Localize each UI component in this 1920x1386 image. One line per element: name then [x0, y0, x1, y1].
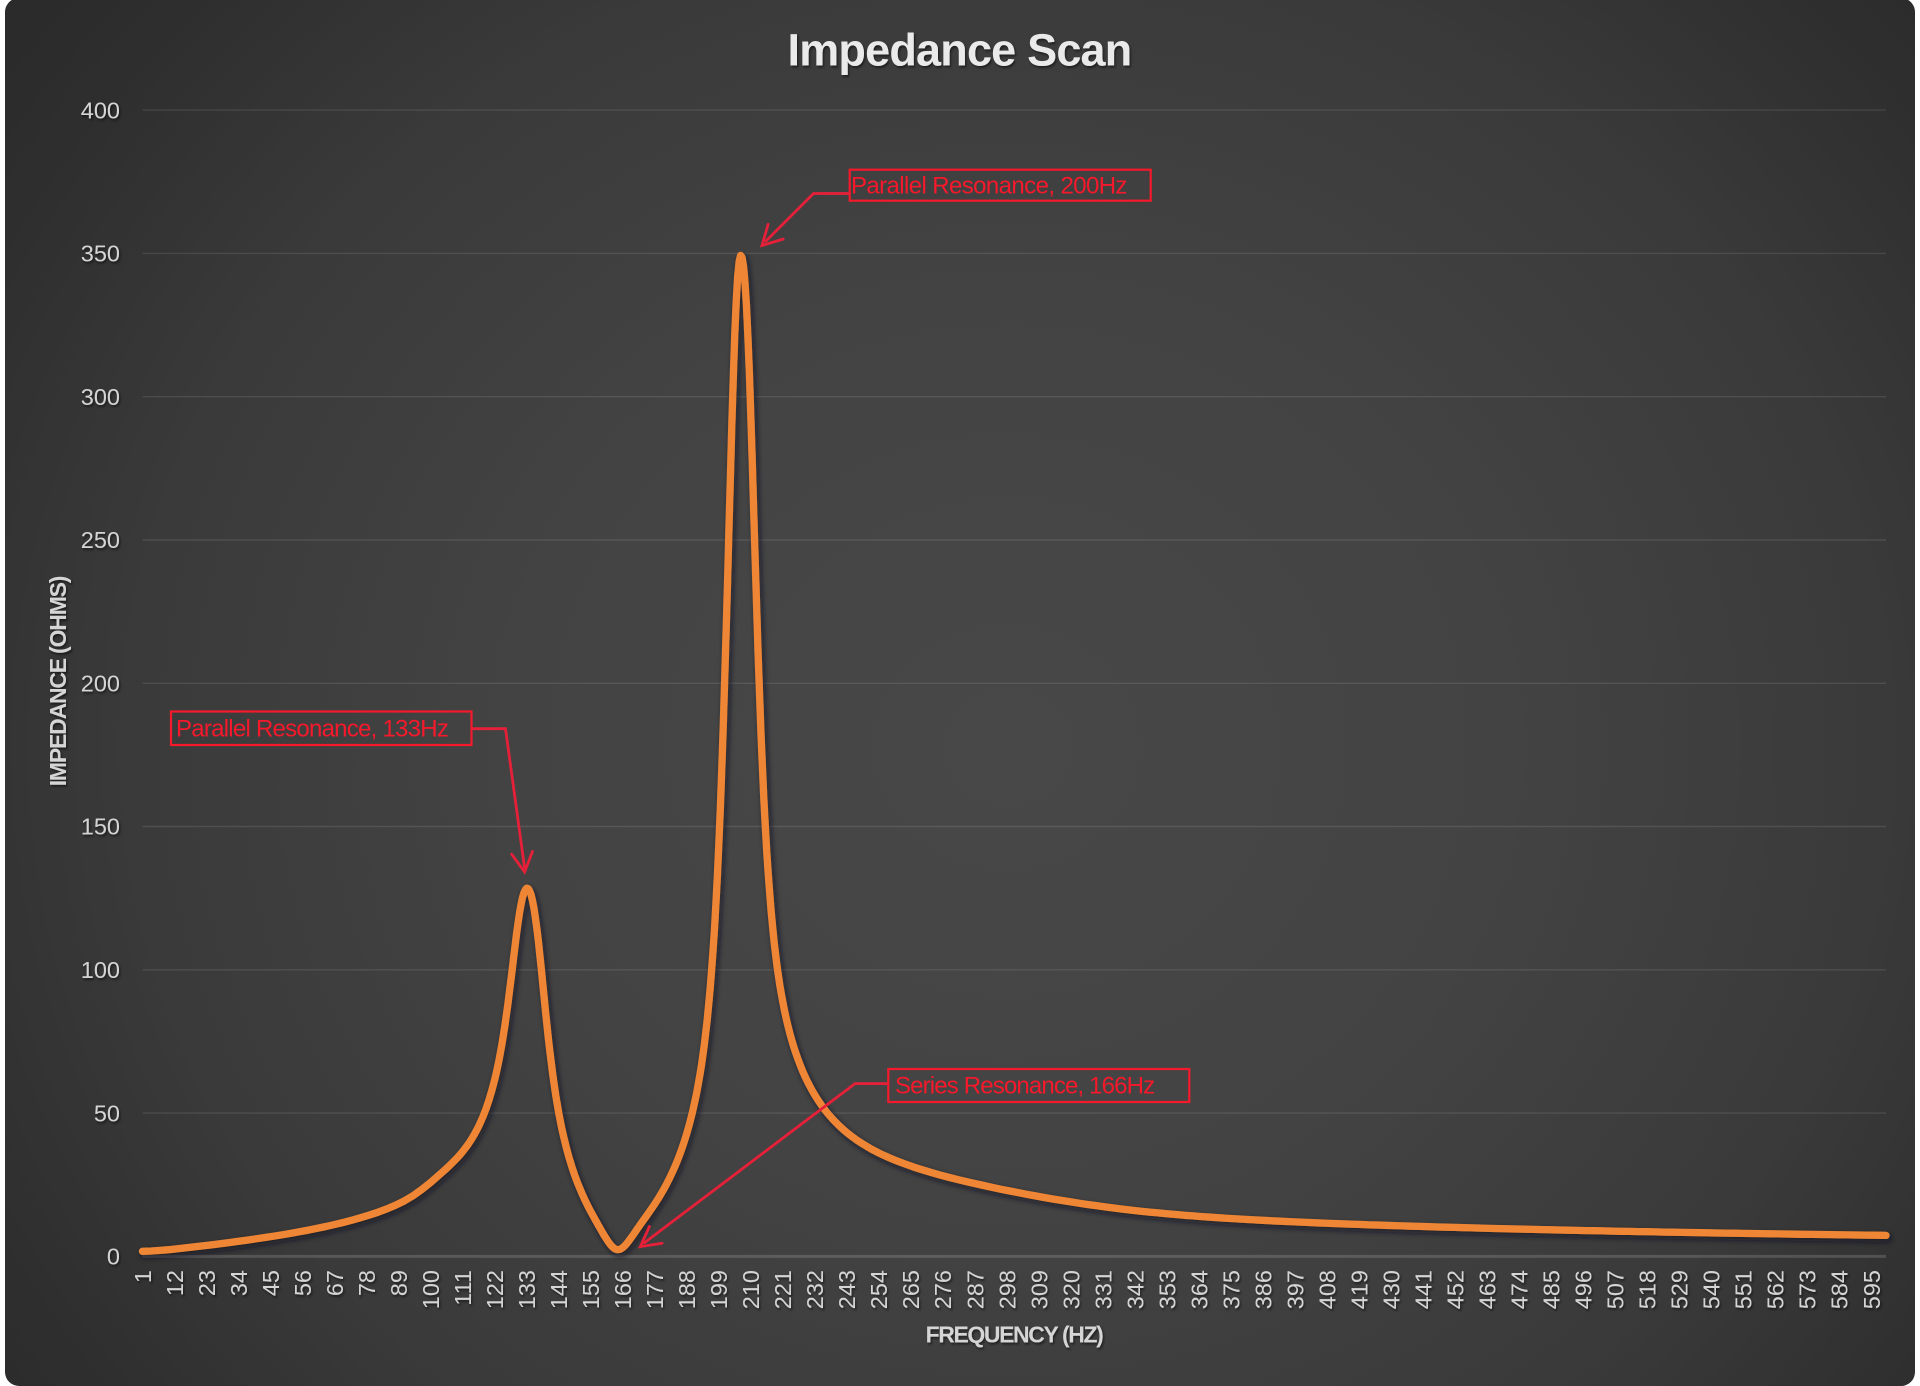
svg-text:FREQUENCY (HZ): FREQUENCY (HZ) — [926, 1322, 1103, 1348]
svg-text:298: 298 — [994, 1270, 1020, 1309]
svg-text:Parallel Resonance, 200Hz: Parallel Resonance, 200Hz — [851, 172, 1127, 199]
svg-text:265: 265 — [898, 1270, 924, 1309]
svg-text:243: 243 — [834, 1270, 860, 1309]
svg-text:331: 331 — [1090, 1270, 1116, 1309]
svg-text:150: 150 — [81, 814, 120, 840]
svg-text:441: 441 — [1411, 1270, 1437, 1309]
svg-text:177: 177 — [642, 1270, 668, 1309]
svg-text:474: 474 — [1507, 1270, 1533, 1309]
svg-text:200: 200 — [81, 671, 120, 697]
svg-text:166: 166 — [610, 1270, 636, 1309]
svg-text:67: 67 — [322, 1270, 348, 1296]
svg-text:276: 276 — [930, 1270, 956, 1309]
svg-text:375: 375 — [1218, 1270, 1244, 1309]
svg-text:Series Resonance, 166Hz: Series Resonance, 166Hz — [895, 1073, 1154, 1100]
svg-text:122: 122 — [482, 1270, 508, 1309]
svg-text:199: 199 — [706, 1270, 732, 1309]
svg-text:34: 34 — [226, 1270, 252, 1296]
svg-text:89: 89 — [386, 1270, 412, 1296]
svg-text:232: 232 — [802, 1270, 828, 1309]
svg-text:210: 210 — [738, 1270, 764, 1309]
svg-text:1: 1 — [130, 1270, 156, 1283]
svg-text:551: 551 — [1731, 1270, 1757, 1309]
svg-text:100: 100 — [81, 957, 120, 983]
svg-text:364: 364 — [1186, 1270, 1212, 1309]
svg-text:100: 100 — [418, 1270, 444, 1309]
svg-text:45: 45 — [258, 1270, 284, 1296]
svg-text:155: 155 — [578, 1270, 604, 1309]
svg-text:496: 496 — [1571, 1270, 1597, 1309]
svg-text:309: 309 — [1026, 1270, 1052, 1309]
svg-text:386: 386 — [1250, 1270, 1276, 1309]
svg-text:408: 408 — [1315, 1270, 1341, 1309]
svg-text:529: 529 — [1667, 1270, 1693, 1309]
svg-text:IMPEDANCE (OHMS): IMPEDANCE (OHMS) — [45, 576, 71, 786]
svg-text:287: 287 — [962, 1270, 988, 1309]
svg-text:300: 300 — [81, 384, 120, 410]
svg-text:23: 23 — [194, 1270, 220, 1296]
svg-text:595: 595 — [1859, 1270, 1885, 1309]
svg-text:397: 397 — [1282, 1270, 1308, 1309]
svg-text:221: 221 — [770, 1270, 796, 1309]
svg-text:507: 507 — [1603, 1270, 1629, 1309]
svg-text:56: 56 — [290, 1270, 316, 1296]
svg-text:188: 188 — [674, 1270, 700, 1309]
svg-text:144: 144 — [546, 1270, 572, 1309]
svg-text:0: 0 — [107, 1244, 120, 1270]
svg-text:320: 320 — [1058, 1270, 1084, 1309]
svg-text:12: 12 — [162, 1270, 188, 1296]
svg-text:350: 350 — [81, 241, 120, 267]
svg-text:400: 400 — [81, 97, 120, 123]
svg-text:353: 353 — [1154, 1270, 1180, 1309]
svg-text:562: 562 — [1763, 1270, 1789, 1309]
svg-text:111: 111 — [450, 1270, 476, 1306]
svg-text:Parallel Resonance, 133Hz: Parallel Resonance, 133Hz — [176, 716, 448, 743]
svg-text:342: 342 — [1122, 1270, 1148, 1309]
svg-text:Impedance Scan: Impedance Scan — [788, 25, 1132, 76]
svg-text:254: 254 — [866, 1270, 892, 1309]
svg-text:485: 485 — [1539, 1270, 1565, 1309]
svg-text:518: 518 — [1635, 1270, 1661, 1309]
svg-text:50: 50 — [94, 1100, 120, 1126]
svg-text:133: 133 — [514, 1270, 540, 1309]
svg-text:430: 430 — [1379, 1270, 1405, 1309]
svg-text:584: 584 — [1827, 1270, 1853, 1309]
svg-text:419: 419 — [1347, 1270, 1373, 1309]
svg-text:250: 250 — [81, 527, 120, 553]
svg-text:463: 463 — [1475, 1270, 1501, 1309]
svg-text:573: 573 — [1795, 1270, 1821, 1309]
svg-text:540: 540 — [1699, 1270, 1725, 1309]
svg-text:452: 452 — [1443, 1270, 1469, 1309]
svg-text:78: 78 — [354, 1270, 380, 1296]
